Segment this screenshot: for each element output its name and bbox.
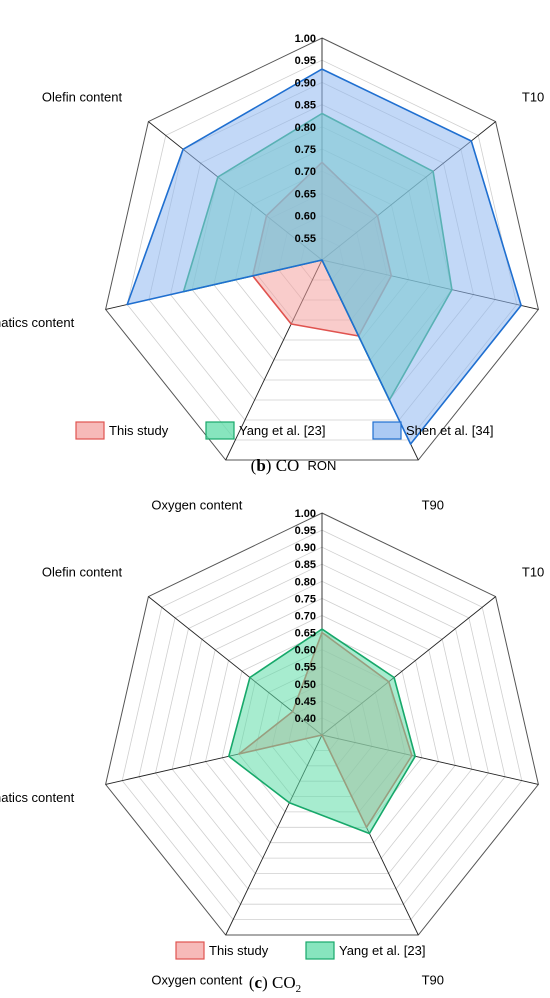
grid-ring <box>138 546 506 905</box>
series-shen-et-al-34 <box>126 68 522 445</box>
tick-label: 0.40 <box>295 713 316 725</box>
tick-label: 1.00 <box>295 33 316 45</box>
axis-label: RON <box>308 458 337 473</box>
tick-label: 0.70 <box>295 166 316 178</box>
axis-label: Aromatics content <box>0 315 75 330</box>
legend-label: Shen et al. [34] <box>406 423 493 438</box>
axis-label: T10 <box>522 564 544 579</box>
tick-label: 0.75 <box>295 593 316 605</box>
tick-label: 0.80 <box>295 122 316 134</box>
legend-label: Yang et al. [23] <box>239 423 326 438</box>
radar-chart-c: 0.40 0.45 0.50 0.55 0.60 0.65 0.70 0.75 0.80 0.85… <box>0 458 544 995</box>
axis-label: Olefin content <box>42 564 123 579</box>
legend-swatch <box>205 421 235 440</box>
grid-ring <box>221 632 423 828</box>
grid-outer <box>105 512 539 936</box>
legend-label: This study <box>209 943 269 958</box>
axis-label: T90 <box>422 497 444 512</box>
tick-label: 0.60 <box>295 645 316 657</box>
tick-label: 0.75 <box>295 144 316 156</box>
tick-label: 0.70 <box>295 611 316 623</box>
radar-chart-b: 0.55 0.60 0.65 0.70 0.75 0.80 0.85 0.90 0.95 1.00… <box>0 33 544 512</box>
axis-label: Olefin content <box>42 89 123 104</box>
tick-label: 0.45 <box>295 696 316 708</box>
tick-label: 0.85 <box>295 559 316 571</box>
tick-label: 0.65 <box>295 188 316 200</box>
axis-label: Oxygen content <box>151 497 242 512</box>
grid-outer <box>105 37 539 461</box>
tick-label: 0.55 <box>295 233 316 245</box>
axis-label: Aromatics content <box>0 790 75 805</box>
legend-swatch <box>372 421 402 440</box>
axis-label: T10 <box>522 89 544 104</box>
grid-ring <box>205 615 439 844</box>
tick-label: 0.95 <box>295 525 316 537</box>
legend-label: Yang et al. [23] <box>339 943 426 958</box>
grid-ring <box>188 597 456 859</box>
grid-ring <box>155 563 489 890</box>
tick-label: 0.95 <box>295 55 316 67</box>
tick-label: 0.60 <box>295 211 316 223</box>
tick-label: 1.00 <box>295 508 316 520</box>
tick-label: 0.90 <box>295 77 316 89</box>
tick-label: 0.50 <box>295 679 316 691</box>
axis-label: T90 <box>422 972 444 987</box>
tick-label: 0.90 <box>295 542 316 554</box>
panel-caption: (b) CO <box>251 456 300 475</box>
tick-label: 0.65 <box>295 628 316 640</box>
legend-label: This study <box>109 423 169 438</box>
legend-swatch <box>175 941 205 960</box>
legend-swatch <box>75 421 105 440</box>
panel-caption: (c) CO2 <box>249 973 301 995</box>
grid-ring <box>171 580 473 874</box>
axis-label: Oxygen content <box>151 972 242 987</box>
series-yang-et-al-23 <box>228 628 417 835</box>
grid-ring <box>121 529 523 920</box>
legend-swatch <box>305 941 335 960</box>
grid-ring <box>126 59 518 441</box>
tick-label: 0.80 <box>295 576 316 588</box>
tick-label: 0.55 <box>295 662 316 674</box>
tick-label: 0.85 <box>295 100 316 112</box>
